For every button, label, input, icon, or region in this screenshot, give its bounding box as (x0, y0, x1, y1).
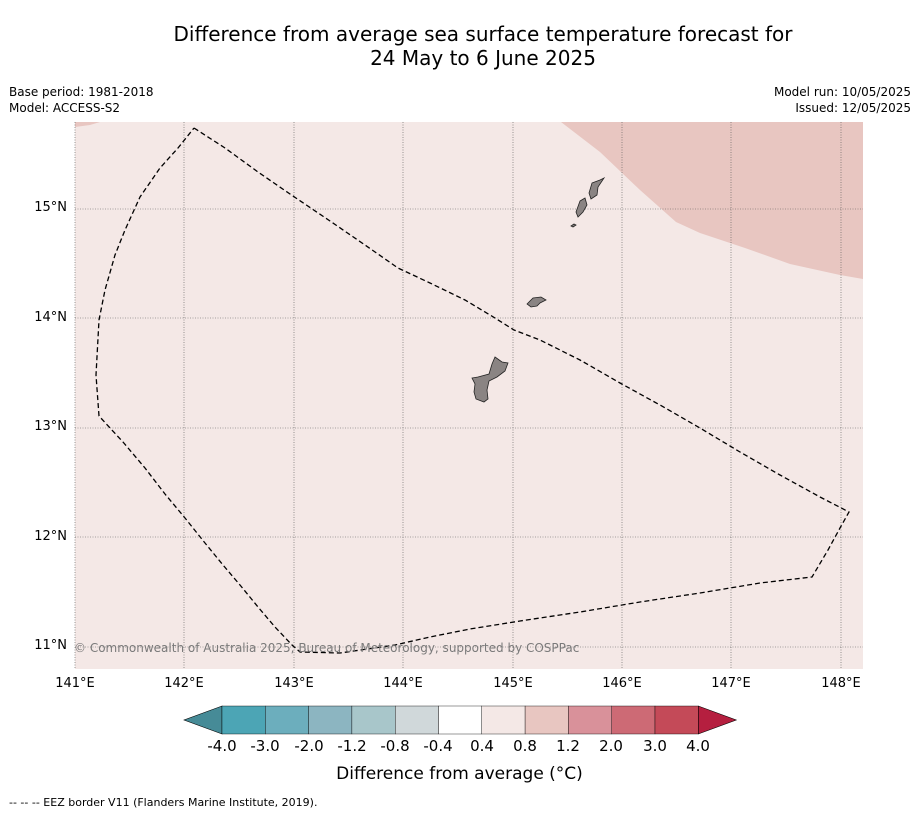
colorbar-tick-label: 1.2 (556, 737, 580, 755)
model-run-text: Model run: 10/05/2025 (773, 85, 911, 99)
x-tick-label: 142°E (164, 676, 204, 691)
colorbar-segment (265, 705, 309, 735)
colorbar-tick-label: -0.8 (380, 737, 410, 755)
x-tick-label: 141°E (55, 676, 95, 691)
saipan-island (588, 176, 606, 200)
x-tick-label: 145°E (493, 676, 533, 691)
colorbar-segment (438, 705, 482, 735)
colorbar-tick-label: -1.2 (337, 737, 367, 755)
colorbar-tick-label: 2.0 (599, 737, 623, 755)
title-line-2: 24 May to 6 June 2025 (370, 46, 596, 70)
colorbar-tick-label: -2.0 (294, 737, 324, 755)
model-text: Model: ACCESS-S2 (9, 101, 121, 115)
tinian-island (575, 197, 588, 218)
eez-border-footnote: -- -- -- EEZ border V11 (Flanders Marine… (9, 796, 318, 809)
title-line-1: Difference from average sea surface temp… (173, 22, 793, 46)
colorbar-extension-low (183, 705, 223, 735)
colorbar-tick-label: 4.0 (686, 737, 710, 755)
chart-title: Difference from average sea surface temp… (0, 22, 919, 70)
colorbar-tick-label: -3.0 (250, 737, 280, 755)
x-tick-label: 143°E (274, 676, 314, 691)
colorbar-segment (308, 705, 353, 735)
base-period-text: Base period: 1981-2018 (9, 85, 154, 99)
colorbar-segment (221, 705, 266, 735)
colorbar-tick-label: 3.0 (643, 737, 667, 755)
eez-border (95, 127, 850, 654)
warm-anomaly-region (561, 122, 863, 279)
colorbar-segment (524, 705, 569, 735)
guam-island (471, 356, 509, 403)
colorbar-segment (351, 705, 396, 735)
colorbar-tick-label: 0.8 (513, 737, 537, 755)
colorbar-tick-label: 0.4 (470, 737, 494, 755)
y-tick-label: 15°N (34, 200, 67, 215)
copyright-notice: © Commonwealth of Australia 2025, Bureau… (74, 641, 580, 655)
aguijan-island (570, 223, 577, 228)
metadata-left: Base period: 1981-2018 Model: ACCESS-S2 (9, 84, 154, 116)
issued-text: Issued: 12/05/2025 (795, 101, 911, 115)
y-tick-label: 13°N (34, 419, 67, 434)
y-tick-label: 14°N (34, 310, 67, 325)
colorbar-extension-high (697, 705, 738, 735)
colorbar-title: Difference from average (°C) (336, 764, 583, 784)
y-tick-label: 12°N (34, 529, 67, 544)
metadata-right: Model run: 10/05/2025 Issued: 12/05/2025 (774, 84, 911, 116)
warm-anomaly-region (75, 122, 100, 127)
rota-island (526, 296, 547, 308)
colorbar-tick-label: -0.4 (423, 737, 453, 755)
colorbar-segment (481, 705, 526, 735)
colorbar-segment (611, 705, 656, 735)
colorbar-tick-label: -4.0 (207, 737, 237, 755)
colorbar-segment (654, 705, 699, 735)
colorbar (183, 705, 738, 735)
y-tick-label: 11°N (34, 638, 67, 653)
graticule (74, 122, 863, 669)
colorbar-segment (568, 705, 612, 735)
colorbar-segment (395, 705, 439, 735)
x-tick-label: 144°E (383, 676, 423, 691)
x-tick-label: 147°E (711, 676, 751, 691)
x-tick-label: 148°E (821, 676, 861, 691)
x-tick-label: 146°E (602, 676, 642, 691)
